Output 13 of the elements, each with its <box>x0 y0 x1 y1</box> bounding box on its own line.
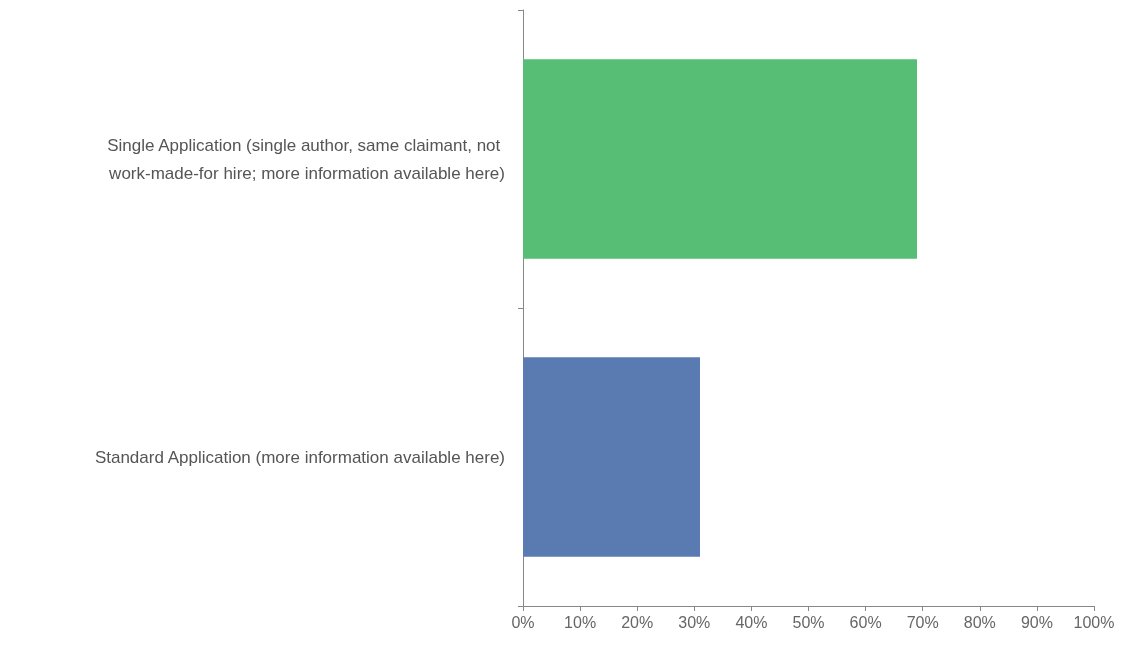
y-tick-label: Standard Application (more information available here) <box>94 447 505 467</box>
y-tick-label: Single Application (single author, same claimant, not work-made-for hire; more information available here) <box>107 135 505 183</box>
x-tick-label: 40% <box>735 613 768 631</box>
x-tick-label: 20% <box>621 613 654 631</box>
x-tick-label: 0% <box>511 613 535 631</box>
x-tick-label: 80% <box>963 613 996 631</box>
x-tick-label: 10% <box>564 613 597 631</box>
x-tick-label: 30% <box>678 613 711 631</box>
x-tick-label: 90% <box>1020 613 1053 631</box>
x-tick-label: 50% <box>792 613 825 631</box>
x-tick-label: 100% <box>1073 613 1115 631</box>
x-tick-label: 60% <box>849 613 882 631</box>
x-tick-label: 70% <box>906 613 939 631</box>
